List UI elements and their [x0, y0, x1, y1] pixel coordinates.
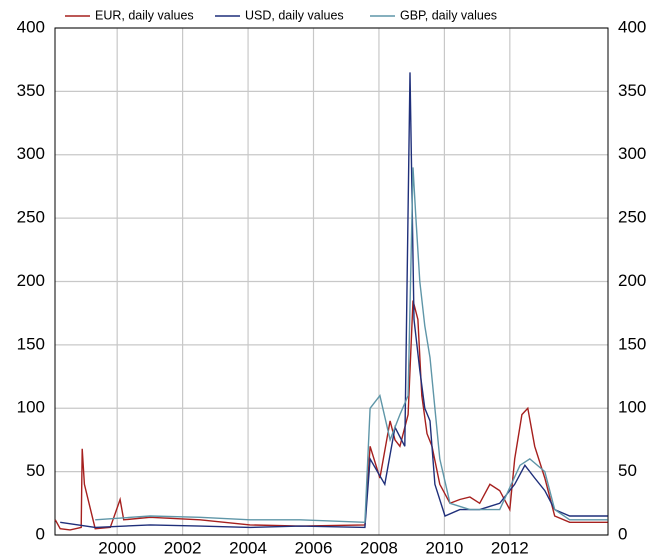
y-tick-label: 150: [17, 334, 45, 353]
y-tick-label: 400: [17, 17, 45, 36]
x-tick-label: 2010: [425, 538, 463, 557]
legend-label: EUR, daily values: [95, 8, 194, 22]
y2-tick-label: 350: [618, 81, 646, 100]
y2-tick-label: 400: [618, 17, 646, 36]
y2-tick-label: 100: [618, 398, 646, 417]
x-tick-label: 2000: [98, 538, 136, 557]
legend-label: GBP, daily values: [400, 8, 497, 22]
plot-frame: [54, 27, 609, 536]
y-tick-label: 0: [36, 524, 45, 543]
x-tick-label: 2012: [491, 538, 529, 557]
y-tick-label: 350: [17, 81, 45, 100]
y-tick-label: 100: [17, 398, 45, 417]
series-line: [95, 167, 608, 524]
legend-label: USD, daily values: [245, 8, 344, 22]
y2-tick-label: 150: [618, 334, 646, 353]
y2-tick-label: 200: [618, 271, 646, 290]
y-tick-label: 200: [17, 271, 45, 290]
y-tick-label: 250: [17, 208, 45, 227]
series-line: [60, 72, 608, 529]
y2-tick-label: 300: [618, 144, 646, 163]
series-line: [54, 300, 608, 531]
x-tick-label: 2004: [229, 538, 267, 557]
x-tick-label: 2006: [295, 538, 333, 557]
x-tick-label: 2002: [164, 538, 202, 557]
y-tick-label: 50: [26, 461, 45, 480]
y2-tick-label: 0: [618, 524, 627, 543]
y2-tick-label: 50: [618, 461, 637, 480]
y-tick-label: 300: [17, 144, 45, 163]
x-tick-label: 2008: [360, 538, 398, 557]
y2-tick-label: 250: [618, 208, 646, 227]
